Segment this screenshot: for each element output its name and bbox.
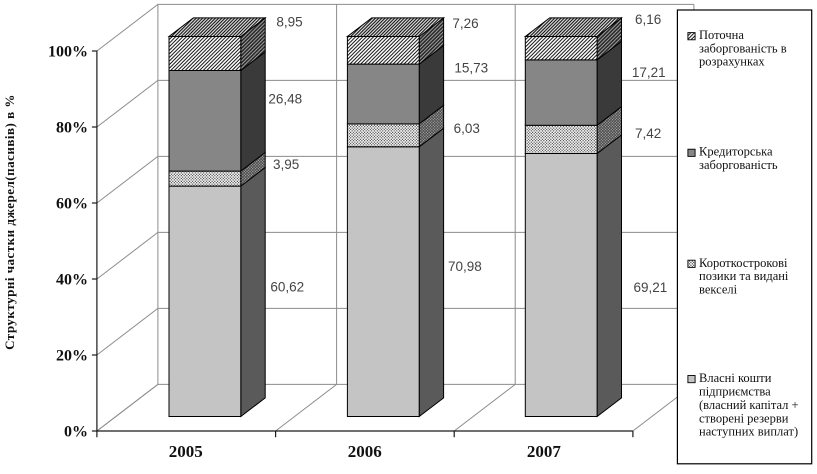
svg-text:Власні кошти: Власні кошти [699, 371, 772, 385]
svg-text:Структурні частки джерел(пасив: Структурні частки джерел(пасивів) в % [2, 94, 17, 350]
svg-text:26,48: 26,48 [268, 92, 302, 107]
svg-text:векселі: векселі [699, 283, 738, 297]
svg-text:7,26: 7,26 [452, 16, 478, 31]
svg-text:наступних виплат): наступних виплат) [699, 425, 798, 439]
svg-text:створені резерви: створені резерви [699, 411, 789, 425]
svg-text:40%: 40% [56, 272, 88, 289]
svg-text:80%: 80% [56, 120, 88, 137]
svg-text:15,73: 15,73 [454, 61, 488, 76]
svg-text:2005: 2005 [169, 442, 203, 461]
svg-text:Поточна: Поточна [699, 28, 744, 42]
svg-text:17,21: 17,21 [632, 65, 666, 80]
svg-text:2006: 2006 [348, 442, 382, 461]
svg-text:20%: 20% [56, 348, 88, 365]
svg-text:(власний капітал +: (власний капітал + [699, 398, 799, 412]
svg-text:70,98: 70,98 [448, 259, 482, 274]
svg-text:60,62: 60,62 [270, 280, 304, 295]
svg-text:8,95: 8,95 [276, 14, 302, 29]
svg-text:0%: 0% [64, 424, 88, 441]
svg-text:100%: 100% [48, 44, 88, 61]
svg-text:3,95: 3,95 [273, 157, 299, 172]
svg-text:підприємства: підприємства [699, 385, 771, 399]
svg-text:6,03: 6,03 [454, 121, 480, 136]
svg-text:Кредиторська: Кредиторська [699, 145, 773, 159]
svg-text:позики та видані: позики та видані [699, 269, 789, 283]
svg-text:60%: 60% [56, 196, 88, 213]
svg-text:6,16: 6,16 [635, 12, 661, 27]
svg-text:7,42: 7,42 [635, 126, 661, 141]
svg-text:69,21: 69,21 [634, 280, 668, 295]
svg-text:2007: 2007 [527, 442, 562, 461]
svg-text:Короткострокові: Короткострокові [699, 256, 788, 270]
svg-text:заборгованість в: заборгованість в [699, 41, 787, 55]
svg-text:заборгованість: заборгованість [699, 158, 778, 172]
svg-text:розрахунках: розрахунках [699, 55, 765, 69]
